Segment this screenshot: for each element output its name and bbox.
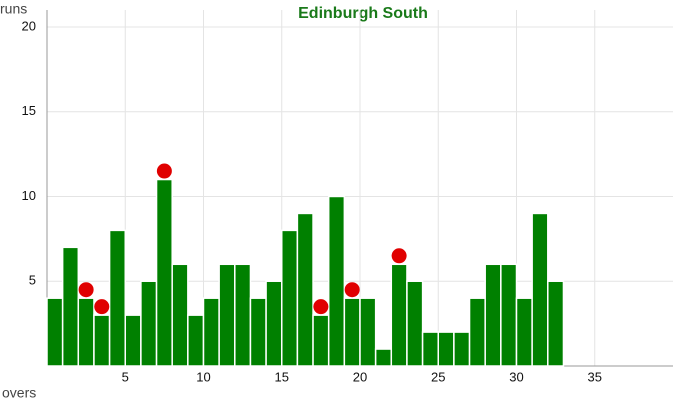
x-tick-label: 30 bbox=[509, 369, 523, 384]
bar bbox=[124, 314, 142, 367]
x-tick-label: 20 bbox=[353, 369, 367, 384]
bar bbox=[484, 263, 502, 367]
bar bbox=[296, 212, 314, 367]
bar bbox=[77, 297, 95, 367]
bar bbox=[171, 263, 189, 367]
wicket-dot bbox=[391, 248, 407, 264]
bar bbox=[249, 297, 267, 367]
y-tick-label: 15 bbox=[22, 103, 36, 118]
bar bbox=[93, 314, 111, 367]
bar bbox=[234, 263, 252, 367]
bar bbox=[108, 229, 126, 367]
bar bbox=[218, 263, 236, 367]
bar bbox=[437, 331, 455, 367]
bar bbox=[515, 297, 533, 367]
bar bbox=[327, 195, 346, 367]
bar bbox=[453, 331, 471, 367]
bar bbox=[468, 297, 486, 367]
x-tick-label: 35 bbox=[588, 369, 602, 384]
bar bbox=[374, 348, 393, 367]
wicket-dot bbox=[78, 282, 94, 298]
x-tick-label: 10 bbox=[196, 369, 210, 384]
bar bbox=[202, 297, 220, 367]
bar bbox=[312, 314, 330, 367]
x-axis-label: overs bbox=[2, 385, 36, 401]
bar bbox=[406, 280, 424, 367]
y-tick-label: 20 bbox=[22, 18, 36, 33]
x-tick-label: 25 bbox=[431, 369, 445, 384]
y-tick-label: 10 bbox=[22, 188, 36, 203]
bar bbox=[547, 280, 565, 367]
bar bbox=[390, 263, 408, 367]
wicket-dot bbox=[344, 282, 360, 298]
bar bbox=[46, 297, 64, 367]
bar bbox=[140, 280, 158, 367]
y-tick-label: 5 bbox=[29, 273, 36, 288]
bar bbox=[61, 246, 80, 367]
bar bbox=[359, 297, 377, 367]
x-tick-label: 5 bbox=[122, 369, 129, 384]
bar bbox=[265, 280, 283, 367]
bar bbox=[421, 331, 440, 367]
bar bbox=[531, 212, 549, 367]
bar bbox=[281, 229, 299, 367]
chart-title: Edinburgh South bbox=[298, 5, 428, 22]
wicket-dot bbox=[156, 163, 172, 179]
bar bbox=[500, 263, 518, 367]
bar bbox=[187, 314, 205, 367]
x-tick-label: 15 bbox=[275, 369, 289, 384]
wicket-dot bbox=[313, 299, 329, 315]
wicket-dot bbox=[94, 299, 110, 315]
bar bbox=[343, 297, 361, 367]
y-axis-label: runs bbox=[0, 1, 27, 17]
bar bbox=[155, 178, 173, 367]
